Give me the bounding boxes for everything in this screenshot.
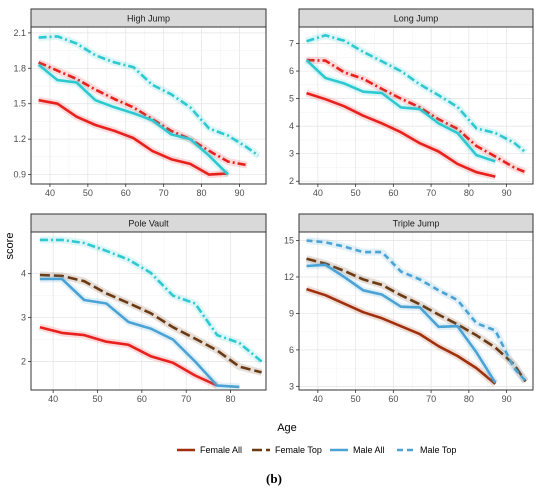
x-tick-label: 90 bbox=[234, 188, 244, 198]
series-line-female-top bbox=[39, 273, 262, 374]
x-tick-label: 40 bbox=[48, 394, 58, 404]
x-tick-label: 70 bbox=[181, 394, 191, 404]
x-tick-label: 40 bbox=[313, 394, 323, 404]
x-axis-title: Age bbox=[277, 422, 297, 434]
x-tick-label: 80 bbox=[197, 188, 207, 198]
grid bbox=[31, 27, 266, 184]
x-tick-label: 70 bbox=[426, 188, 436, 198]
legend-item-male-top: Male Top bbox=[397, 445, 456, 455]
x-tick-label: 60 bbox=[388, 394, 398, 404]
y-tick-label: 2.1 bbox=[13, 28, 26, 38]
grid bbox=[299, 27, 533, 184]
y-tick-label: 0.9 bbox=[13, 170, 26, 180]
x-tick-label: 80 bbox=[464, 394, 474, 404]
x-tick-label: 80 bbox=[226, 394, 236, 404]
y-tick-label: 15 bbox=[284, 236, 294, 246]
legend: Female All Female Top Male All Male Top bbox=[177, 445, 456, 455]
y-tick-label: 4 bbox=[21, 269, 26, 279]
panel-border bbox=[298, 231, 534, 391]
y-tick-label: 5 bbox=[289, 94, 294, 104]
panel-title: Triple Jump bbox=[393, 219, 440, 229]
x-tick-label: 90 bbox=[502, 188, 512, 198]
panels: High Jump 40 50 60 70 80 90 0.9 1.2 1.5 1.8 2.1 Long… bbox=[13, 8, 534, 404]
legend-label: Female All bbox=[200, 445, 242, 455]
x-tick-label: 90 bbox=[502, 394, 512, 404]
y-tick-label: 2 bbox=[289, 176, 294, 186]
panel-title: Pole Vault bbox=[128, 219, 169, 229]
series-line-male-top bbox=[306, 34, 527, 154]
figure-caption: (b) bbox=[266, 471, 282, 486]
panel-title: Long Jump bbox=[394, 14, 439, 24]
y-tick-label: 7 bbox=[289, 39, 294, 49]
series-line-female-top bbox=[306, 58, 526, 174]
legend-item-female-top: Female Top bbox=[252, 445, 322, 455]
y-tick-label: 9 bbox=[289, 308, 294, 318]
legend-item-female-all: Female All bbox=[177, 445, 242, 455]
x-tick-label: 50 bbox=[83, 188, 93, 198]
grid bbox=[31, 232, 266, 390]
y-tick-label: 6 bbox=[289, 345, 294, 355]
series-line-female-all bbox=[306, 91, 496, 178]
x-tick-label: 60 bbox=[121, 188, 131, 198]
series-band-male-top bbox=[38, 32, 261, 159]
x-tick-label: 70 bbox=[159, 188, 169, 198]
panel-border bbox=[30, 26, 267, 185]
y-tick-label: 4 bbox=[289, 121, 294, 131]
y-tick-label: 3 bbox=[21, 313, 26, 323]
x-tick-label: 80 bbox=[464, 188, 474, 198]
y-tick-label: 3 bbox=[289, 381, 294, 391]
series-line-female-all bbox=[38, 98, 229, 176]
series-band-female-top bbox=[305, 255, 529, 384]
series-line-male-top bbox=[39, 238, 263, 363]
panel-pole-vault: Pole Vault 40 50 60 70 80 2 3 4 bbox=[21, 213, 267, 404]
x-tick-label: 60 bbox=[137, 394, 147, 404]
panel-border bbox=[298, 26, 534, 185]
series-line-female-all bbox=[306, 287, 497, 385]
series-line-male-top bbox=[38, 35, 260, 157]
x-tick-label: 50 bbox=[93, 394, 103, 404]
series-group bbox=[304, 31, 528, 181]
series-line-male-top bbox=[306, 239, 527, 382]
series-group bbox=[305, 237, 529, 387]
x-tick-label: 40 bbox=[45, 188, 55, 198]
y-tick-label: 6 bbox=[289, 66, 294, 76]
x-tick-label: 70 bbox=[426, 394, 436, 404]
y-tick-label: 3 bbox=[289, 149, 294, 159]
x-tick-label: 50 bbox=[351, 188, 361, 198]
x-tick-label: 50 bbox=[351, 394, 361, 404]
y-tick-label: 2 bbox=[21, 356, 26, 366]
y-tick-label: 12 bbox=[284, 272, 294, 282]
series-group bbox=[36, 32, 261, 179]
x-tick-label: 60 bbox=[388, 188, 398, 198]
grid bbox=[299, 232, 533, 390]
series-line-male-all bbox=[306, 263, 497, 384]
series-line-female-all bbox=[39, 325, 218, 387]
panel-triple-jump: Triple Jump 40 50 60 70 80 90 3 6 9 12 15 bbox=[284, 213, 534, 404]
panel-high-jump: High Jump 40 50 60 70 80 90 0.9 1.2 1.5 1.8 2.1 bbox=[13, 8, 267, 198]
legend-label: Female Top bbox=[275, 445, 322, 455]
legend-label: Male Top bbox=[420, 445, 456, 455]
series-band-male-top bbox=[305, 31, 528, 155]
series-line-male-all bbox=[39, 277, 240, 389]
y-tick-label: 1.8 bbox=[13, 63, 26, 73]
legend-label: Male All bbox=[353, 445, 385, 455]
panel-long-jump: Long Jump 40 50 60 70 80 90 2 3 4 5 6 7 bbox=[289, 8, 534, 198]
y-tick-label: 1.2 bbox=[13, 134, 26, 144]
y-tick-label: 1.5 bbox=[13, 99, 26, 109]
series-line-female-top bbox=[38, 61, 248, 167]
series-line-male-all bbox=[305, 59, 496, 163]
x-tick-label: 40 bbox=[313, 188, 323, 198]
series-group bbox=[39, 236, 264, 390]
panel-title: High Jump bbox=[127, 14, 170, 24]
y-axis-title: score bbox=[4, 233, 16, 260]
series-band-male-top bbox=[39, 236, 264, 365]
legend-item-male-all: Male All bbox=[330, 445, 385, 455]
series-line-male-all bbox=[37, 63, 230, 176]
panel-border bbox=[30, 231, 267, 391]
